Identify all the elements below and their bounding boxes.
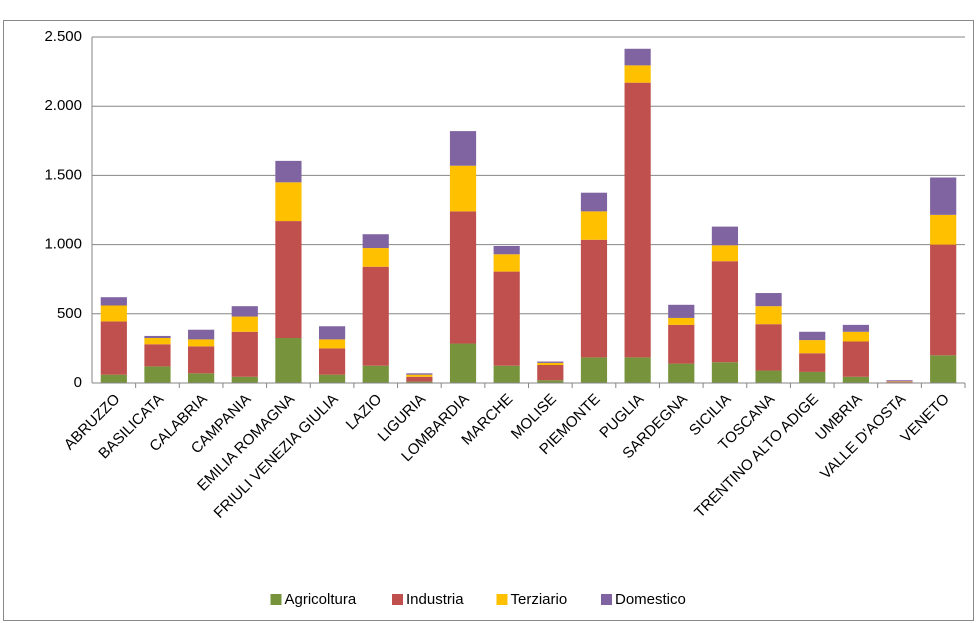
bar-segment [580, 211, 608, 240]
bar-segment [668, 324, 695, 364]
legend-label: Industria [406, 591, 464, 608]
bar-segment [537, 365, 564, 381]
bar-segment [406, 373, 433, 375]
bar-segment [318, 374, 346, 383]
legend-label: Agricoltura [285, 591, 357, 608]
y-tick-label: 0 [74, 374, 82, 391]
bar-segment [231, 331, 258, 377]
bar-segment [842, 341, 869, 377]
bar-segment [275, 221, 302, 339]
y-tick-label: 1.000 [44, 236, 82, 253]
bar-segment [711, 362, 739, 383]
bar-segment [799, 331, 826, 341]
bar-segment [886, 381, 913, 383]
bar-segment [580, 239, 608, 358]
bar-segment [275, 338, 302, 383]
bar-segment [188, 329, 215, 340]
bar-segment [188, 373, 215, 383]
bar-segment [406, 381, 433, 383]
bar-segment [493, 271, 520, 366]
y-tick-label: 2.500 [44, 28, 82, 45]
bar-segment [842, 376, 869, 383]
bar-segment [930, 177, 957, 215]
bar-segment [842, 331, 869, 342]
bar-segment [362, 248, 389, 267]
bar-segment [362, 365, 389, 383]
bar-segment [144, 366, 171, 383]
bar-segment [799, 353, 826, 372]
bar-segment [668, 363, 695, 383]
bar-segment [624, 48, 651, 66]
bar-segment [449, 131, 477, 166]
bar-segment [537, 362, 564, 366]
bar-segment [711, 261, 739, 363]
bar-segment [493, 254, 520, 272]
bar-segment [493, 365, 520, 383]
bar-segment [231, 316, 258, 332]
legend-swatch [392, 594, 403, 605]
bar-segment [275, 182, 302, 222]
bar-segment [755, 293, 782, 307]
bar-segment [318, 348, 346, 375]
bar-segment [231, 306, 258, 317]
bar-segment [755, 370, 782, 383]
legend-swatch [270, 594, 282, 605]
bar-segment [755, 324, 782, 371]
bar-segment [711, 226, 739, 246]
y-tick-label: 500 [57, 305, 82, 322]
bar-segment [580, 192, 608, 212]
bar-segment [100, 305, 127, 322]
bar-segment [493, 245, 520, 255]
legend-label: Domestico [615, 591, 686, 608]
bar-segment [668, 317, 695, 325]
bar-segment [624, 65, 651, 83]
y-tick-label: 1.500 [44, 166, 82, 183]
bar-segment [144, 344, 171, 367]
bar-segment [188, 346, 215, 374]
bar-segment [930, 214, 957, 245]
bar-segment [318, 326, 346, 340]
bar-segment [537, 380, 564, 383]
bar-segment [624, 82, 651, 358]
bar-segment [449, 343, 477, 383]
bar-segment [449, 165, 477, 212]
bar-segment [886, 380, 913, 382]
y-tick-label: 2.000 [44, 97, 82, 114]
bar-segment [668, 304, 695, 318]
bar-segment [362, 266, 389, 366]
legend-swatch [601, 594, 612, 605]
bar-segment [711, 245, 739, 262]
bar-segment [842, 324, 869, 332]
bar-segment [537, 361, 564, 363]
bar-segment [406, 374, 433, 377]
bar-segment [580, 357, 608, 383]
bar-segment [231, 376, 258, 383]
bar-segment [318, 339, 346, 349]
bar-segment [144, 335, 171, 339]
bar-segment [930, 244, 957, 356]
bar-segment [362, 234, 389, 249]
bar-segment [624, 357, 651, 383]
bar-segment [188, 339, 215, 347]
bar-segment [799, 340, 826, 354]
bar-segment [406, 376, 433, 382]
bar-segment [449, 211, 477, 344]
bar-segment [100, 374, 127, 383]
chart-frame [3, 20, 974, 621]
bar-segment [144, 338, 171, 345]
legend-label: Terziario [511, 591, 568, 608]
bar-segment [100, 321, 127, 375]
legend-swatch [496, 594, 508, 605]
bar-segment [275, 160, 302, 183]
bar-segment [799, 371, 826, 383]
bar-segment [100, 297, 127, 306]
bar-segment [930, 355, 957, 383]
bar-segment [755, 306, 782, 325]
